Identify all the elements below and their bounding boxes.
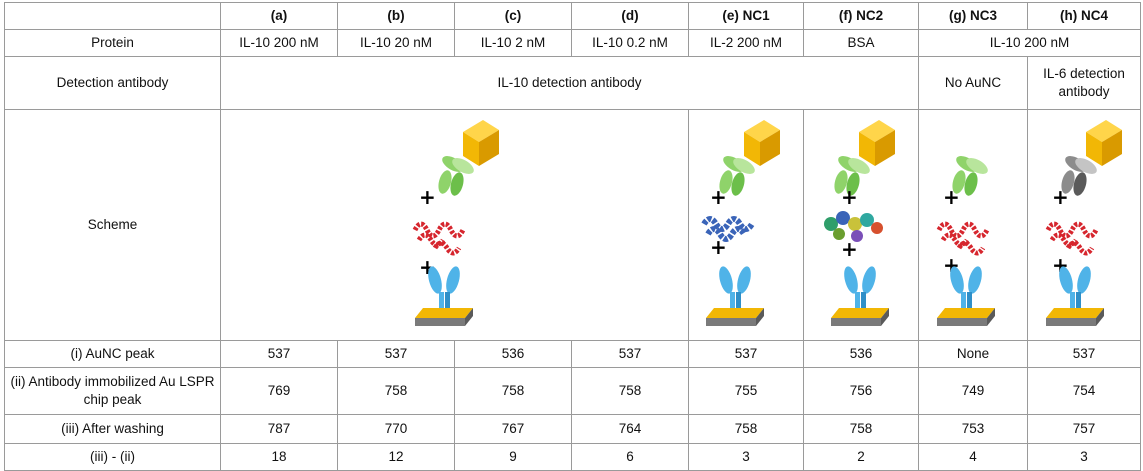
row-label-washing: (iii) After washing [4, 414, 221, 444]
antibody-peak-row: (ii) Antibody immobilized Au LSPR chip p… [4, 367, 1141, 415]
scheme-nc2: + + [803, 109, 919, 341]
diff-e: 3 [688, 443, 804, 471]
antibody-c: 758 [454, 367, 572, 415]
washing-e: 758 [688, 414, 804, 444]
washing-f: 758 [803, 414, 919, 444]
scheme-nc1: + + [688, 109, 804, 341]
diff-c: 9 [454, 443, 572, 471]
difference-row: (iii) - (ii) 18 12 9 6 3 2 4 3 [4, 443, 1141, 471]
scheme-il10: + + [220, 109, 689, 341]
diff-h: 3 [1027, 443, 1141, 471]
row-label-aunc: (i) AuNC peak [4, 340, 221, 368]
detection-g: No AuNC [918, 56, 1028, 110]
results-table: (a) (b) (c) (d) (e) NC1 (f) NC2 (g) NC3 … [4, 2, 1141, 471]
antibody-a: 769 [220, 367, 338, 415]
protein-f: BSA [803, 29, 919, 57]
washing-b: 770 [337, 414, 455, 444]
diff-g: 4 [918, 443, 1028, 471]
protein-b: IL-10 20 nM [337, 29, 455, 57]
svg-text:+: + [943, 185, 960, 209]
row-label-protein: Protein [4, 29, 221, 57]
diff-a: 18 [220, 443, 338, 471]
scheme-il10-illustration: + + [412, 120, 499, 326]
after-washing-row: (iii) After washing 787 770 767 764 758 … [4, 414, 1141, 444]
aunc-c: 536 [454, 340, 572, 368]
aunc-d: 537 [571, 340, 689, 368]
diff-d: 6 [571, 443, 689, 471]
antibody-d: 758 [571, 367, 689, 415]
washing-h: 757 [1027, 414, 1141, 444]
scheme-nc3: + + [918, 109, 1028, 341]
aunc-peak-row: (i) AuNC peak 537 537 536 537 537 536 No… [4, 340, 1141, 368]
svg-text:+: + [841, 237, 858, 261]
protein-d: IL-10 0.2 nM [571, 29, 689, 57]
col-header-e: (e) NC1 [688, 2, 804, 30]
diff-f: 2 [803, 443, 919, 471]
bsa-protein [824, 211, 883, 242]
detection-h: IL-6 detection antibody [1027, 56, 1141, 110]
svg-text:+: + [710, 235, 727, 259]
protein-row: Protein IL-10 200 nM IL-10 20 nM IL-10 2… [4, 29, 1141, 57]
col-header-b: (b) [337, 2, 455, 30]
col-header-c: (c) [454, 2, 572, 30]
protein-a: IL-10 200 nM [220, 29, 338, 57]
aunc-b: 537 [337, 340, 455, 368]
aunc-e: 537 [688, 340, 804, 368]
protein-gh: IL-10 200 nM [918, 29, 1141, 57]
col-header-g: (g) NC3 [918, 2, 1028, 30]
svg-text:+: + [419, 185, 436, 209]
col-header-h: (h) NC4 [1027, 2, 1141, 30]
scheme-nc2-illustration: + + [824, 120, 895, 326]
antibody-h: 754 [1027, 367, 1141, 415]
col-header-a: (a) [220, 2, 338, 30]
washing-d: 764 [571, 414, 689, 444]
antibody-g: 749 [918, 367, 1028, 415]
scheme-nc4-illustration: + + [1045, 120, 1122, 326]
aunc-f: 536 [803, 340, 919, 368]
scheme-nc4: + + [1027, 109, 1141, 341]
svg-text:+: + [710, 185, 727, 209]
header-blank [4, 2, 221, 30]
antibody-f: 756 [803, 367, 919, 415]
diff-b: 12 [337, 443, 455, 471]
row-label-diff: (iii) - (ii) [4, 443, 221, 471]
col-header-f: (f) NC2 [803, 2, 919, 30]
washing-c: 767 [454, 414, 572, 444]
detection-af: IL-10 detection antibody [220, 56, 919, 110]
svg-text:+: + [1052, 185, 1069, 209]
row-label-scheme: Scheme [4, 109, 221, 341]
scheme-row: Scheme + + [4, 109, 1141, 341]
detection-row: Detection antibody IL-10 detection antib… [4, 56, 1141, 110]
svg-text:+: + [841, 185, 858, 209]
washing-a: 787 [220, 414, 338, 444]
col-header-d: (d) [571, 2, 689, 30]
aunc-g: None [918, 340, 1028, 368]
antibody-e: 755 [688, 367, 804, 415]
scheme-nc1-illustration: + + [701, 120, 780, 326]
aunc-h: 537 [1027, 340, 1141, 368]
scheme-nc3-illustration: + + [936, 156, 995, 326]
protein-c: IL-10 2 nM [454, 29, 572, 57]
aunc-a: 537 [220, 340, 338, 368]
row-label-antibody: (ii) Antibody immobilized Au LSPR chip p… [4, 367, 221, 415]
washing-g: 753 [918, 414, 1028, 444]
row-label-detection: Detection antibody [4, 56, 221, 110]
header-row: (a) (b) (c) (d) (e) NC1 (f) NC2 (g) NC3 … [4, 2, 1141, 30]
protein-e: IL-2 200 nM [688, 29, 804, 57]
antibody-b: 758 [337, 367, 455, 415]
